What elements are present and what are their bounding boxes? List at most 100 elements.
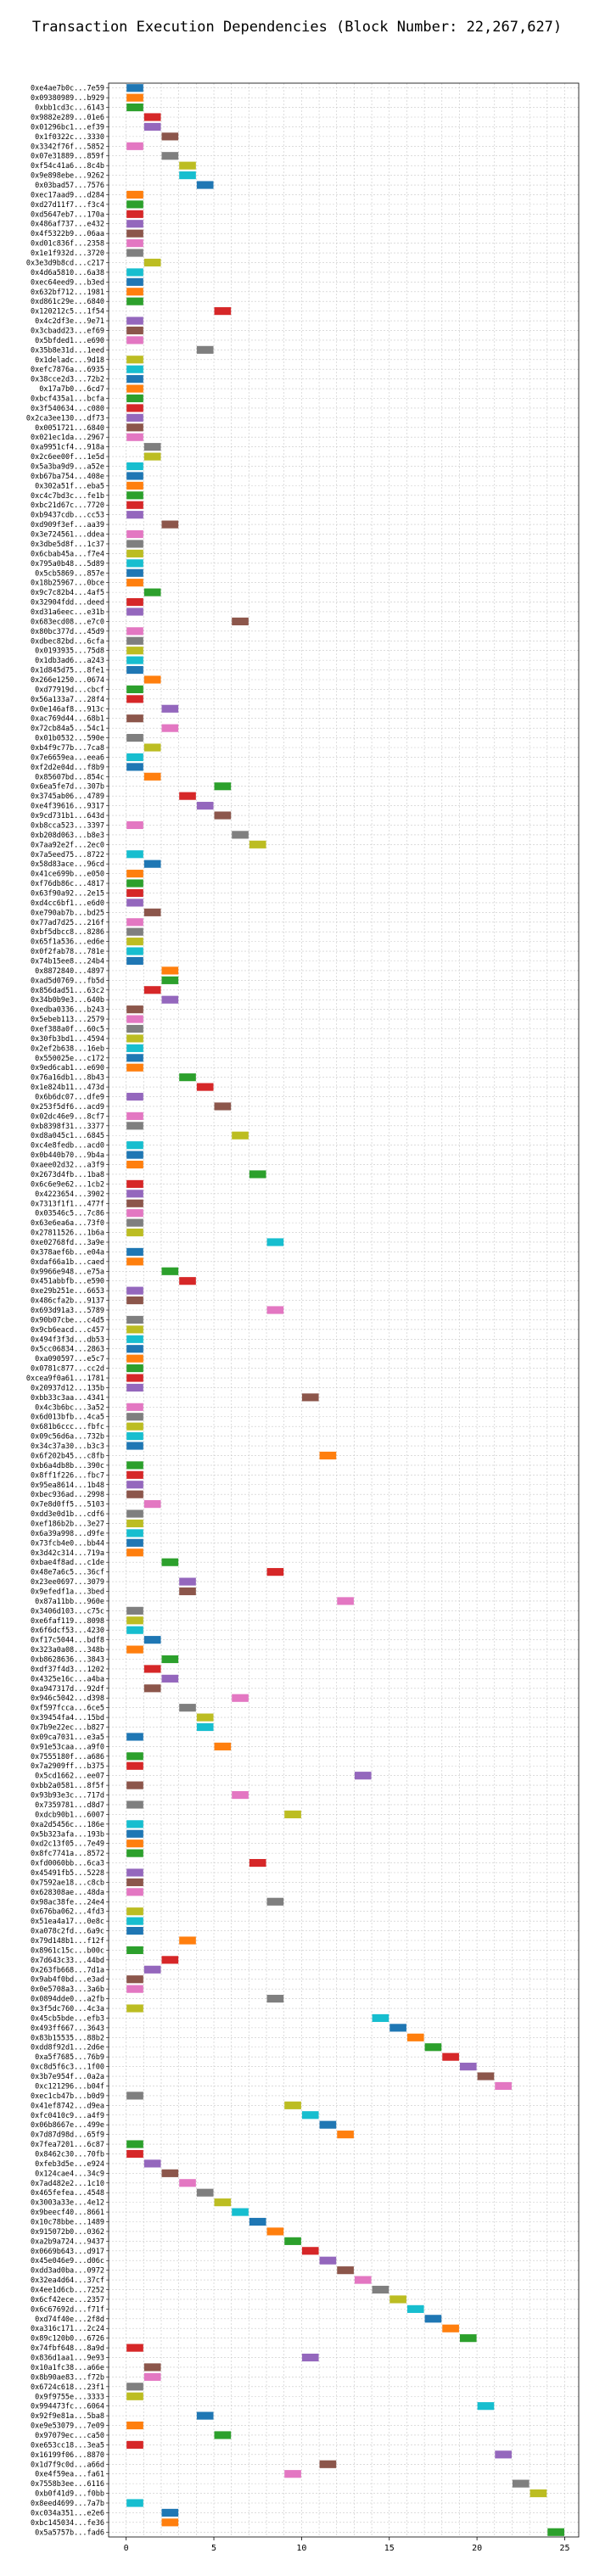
y-tick-label: 0xf597fcca...6ce5 xyxy=(31,1705,104,1713)
transaction-bar xyxy=(126,1985,143,1993)
y-tick-label: 0x3342f76f...5852 xyxy=(31,143,104,151)
transaction-bar xyxy=(126,1403,143,1411)
transaction-bar xyxy=(143,860,161,868)
y-tick-label: 0x7313f1f1...477f xyxy=(31,1200,104,1208)
transaction-bar xyxy=(126,472,143,480)
y-tick-label: 0xec17aad9...d284 xyxy=(31,191,104,199)
y-tick-label: 0x9ab4f0bd...e3ad xyxy=(31,1976,104,1985)
transaction-bar xyxy=(214,782,232,791)
y-tick-label: 0xe9e53079...7e09 xyxy=(31,2422,104,2431)
transaction-bar xyxy=(301,2111,319,2120)
y-tick-label: 0xb8398f31...3377 xyxy=(31,1123,104,1131)
transaction-bar xyxy=(249,840,266,848)
transaction-bar xyxy=(179,1936,196,1945)
transaction-bar xyxy=(126,1781,143,1789)
transaction-bar xyxy=(284,2237,301,2245)
y-tick-label: 0x302a51f...eba5 xyxy=(35,482,104,490)
transaction-bar xyxy=(214,2198,232,2207)
transaction-bar xyxy=(126,1413,143,1421)
y-tick-label: 0xdf37f4d3...1202 xyxy=(31,1666,104,1674)
y-tick-label: 0xbc21d67c...7720 xyxy=(31,501,104,510)
y-tick-label: 0xedba0336...b243 xyxy=(31,1006,104,1015)
transaction-bar xyxy=(126,1888,143,1896)
transaction-bar xyxy=(126,394,143,403)
y-tick-label: 0x63f90a92...2e15 xyxy=(31,889,104,898)
transaction-bar xyxy=(126,365,143,373)
y-tick-label: 0xdd3ad0ba...0972 xyxy=(31,2267,104,2276)
y-tick-label: 0x3f540634...c080 xyxy=(31,405,104,413)
y-tick-label: 0x3745ab06...4789 xyxy=(31,792,104,801)
transaction-bar xyxy=(161,1956,179,1964)
y-tick-label: 0xdbec82bd...6cfa xyxy=(31,637,104,646)
transaction-bar xyxy=(126,249,143,257)
y-tick-label: 0x683ecd08...e7c0 xyxy=(31,618,104,626)
transaction-bar xyxy=(126,1820,143,1828)
y-tick-label: 0x3b7e954f...0a2a xyxy=(31,2073,104,2081)
transaction-bar xyxy=(126,597,143,607)
transaction-bar xyxy=(301,2247,319,2255)
transaction-bar xyxy=(406,2304,424,2313)
y-tick-label: 0xa078c2fd...6a9c xyxy=(31,1928,104,1936)
y-tick-label: 0xad5d0769...fb5d xyxy=(31,977,104,985)
y-tick-label: 0xa2d5456c...186e xyxy=(31,1821,104,1829)
transaction-bar xyxy=(126,1975,143,1984)
transaction-bar xyxy=(143,743,161,752)
transaction-bar xyxy=(143,258,161,267)
y-tick-label: 0x4223654...3902 xyxy=(35,1190,104,1199)
y-tick-label: 0x0e5708a3...3a6b xyxy=(31,1985,104,1994)
transaction-bar xyxy=(143,588,161,596)
y-tick-label: 0xc8d5f6c3...1f00 xyxy=(31,2064,104,2072)
y-tick-label: 0x6cf42ece...2357 xyxy=(31,2296,104,2304)
y-tick-label: 0x3003a33e...4e12 xyxy=(31,2199,104,2208)
y-tick-label: 0xd2c13f05...7e49 xyxy=(31,1840,104,1849)
y-tick-label: 0x8872840...4897 xyxy=(35,967,104,976)
transaction-bar xyxy=(406,2033,424,2041)
y-tick-label: 0x58d83ace...96cd xyxy=(31,860,104,869)
y-tick-label: 0x45491fb5...5228 xyxy=(31,1869,104,1878)
y-tick-label: 0x65f1a536...ed6e xyxy=(31,938,104,947)
y-tick-label: 0x97079ec...ca50 xyxy=(35,2432,104,2440)
transaction-bar xyxy=(161,520,179,529)
transaction-bar xyxy=(126,2140,143,2148)
transaction-bar xyxy=(126,93,143,102)
y-tick-label: 0x01b0532...590e xyxy=(35,735,104,743)
y-tick-label: 0x0b440b70...9b4a xyxy=(31,1151,104,1160)
y-tick-label: 0xf17c5044...bdf8 xyxy=(31,1637,104,1645)
y-tick-label: 0x6724c618...23f1 xyxy=(31,2383,104,2392)
transaction-bar xyxy=(126,1519,143,1528)
y-tick-label: 0x4325e16c...a4ba xyxy=(31,1675,104,1683)
transaction-bar xyxy=(126,501,143,509)
transaction-bar xyxy=(179,2179,196,2187)
transaction-bar xyxy=(143,2372,161,2381)
transaction-bar xyxy=(143,1684,161,1693)
transaction-bar xyxy=(126,1538,143,1547)
y-tick-label: 0x7a5eed75...8722 xyxy=(31,851,104,860)
y-tick-label: 0xb6a4db8b...390c xyxy=(31,1462,104,1470)
y-tick-label: 0x98ac38fe...24e4 xyxy=(31,1898,104,1907)
transaction-bar xyxy=(196,2411,214,2420)
transaction-bar xyxy=(126,636,143,645)
y-tick-label: 0x6b6dc07...dfe9 xyxy=(35,1094,104,1102)
y-tick-label: 0x91e53caa...a9f0 xyxy=(31,1743,104,1751)
y-tick-label: 0x550025e...c172 xyxy=(35,1055,104,1063)
transaction-bar xyxy=(126,1849,143,1857)
y-tick-label: 0x7a2909ff...b375 xyxy=(31,1762,104,1771)
transaction-bar xyxy=(337,2131,354,2139)
y-tick-label: 0x48e7a6c5...36cf xyxy=(31,1569,104,1577)
transaction-bar xyxy=(266,1238,284,1246)
y-tick-label: 0xd27d11f7...f3c4 xyxy=(31,201,104,210)
y-tick-label: 0xa9951cf4...918a xyxy=(31,444,104,452)
y-tick-label: 0x6ea5fe7d...307b xyxy=(31,783,104,792)
transaction-bar xyxy=(161,1558,179,1566)
y-tick-label: 0xe02768fd...3a9e xyxy=(31,1239,104,1247)
transaction-bar xyxy=(126,1840,143,1848)
transaction-bar xyxy=(126,956,143,966)
transaction-bar xyxy=(442,2324,459,2332)
y-tick-label: 0x93b93e3c...717d xyxy=(31,1792,104,1800)
y-tick-label: 0xd4cc6bf1...e6d0 xyxy=(31,899,104,908)
y-tick-label: 0xd01c836f...2358 xyxy=(31,240,104,249)
transaction-bar xyxy=(126,1218,143,1227)
transaction-bar xyxy=(126,1422,143,1431)
y-tick-label: 0x9beecf40...8661 xyxy=(31,2209,104,2217)
transaction-bar xyxy=(126,1345,143,1353)
